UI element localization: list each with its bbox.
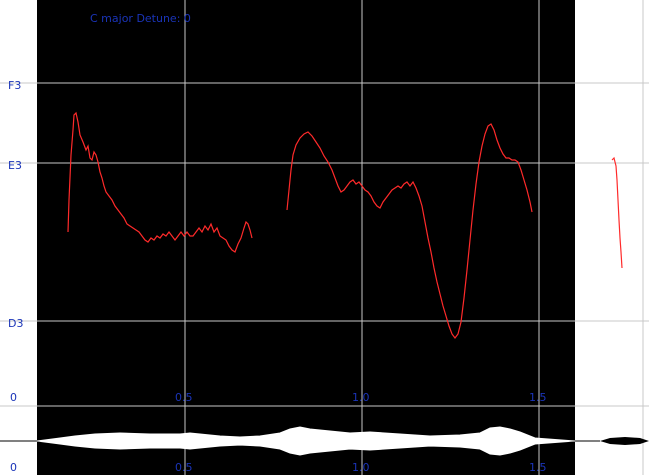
pitch-curve-group[interactable] xyxy=(67,111,623,339)
waveform-main xyxy=(36,426,576,456)
pitch-label-e3: E3 xyxy=(8,159,22,172)
pitch-curve-segment-2 xyxy=(286,123,533,339)
pitch-label-d3: D3 xyxy=(8,317,23,330)
time-label-0-bottom: 0 xyxy=(10,461,17,474)
time-label-15-bottom: 1.5 xyxy=(529,461,547,474)
audio-waveform-icon xyxy=(0,426,649,456)
time-label-10-top: 1.0 xyxy=(352,391,370,404)
pitch-curve-segment-3 xyxy=(611,156,623,269)
time-label-0-top: 0 xyxy=(10,391,17,404)
time-label-05-top: 0.5 xyxy=(175,391,193,404)
time-label-15-top: 1.5 xyxy=(529,391,547,404)
pitch-curve-segment-1 xyxy=(67,111,253,253)
voiced-region xyxy=(37,0,575,475)
pitch-label-f3: F3 xyxy=(8,79,21,92)
time-label-05-bottom: 0.5 xyxy=(175,461,193,474)
key-detune-label: C major Detune: 0 xyxy=(90,12,191,25)
waveform-tail xyxy=(600,437,649,445)
time-label-10-bottom: 1.0 xyxy=(352,461,370,474)
